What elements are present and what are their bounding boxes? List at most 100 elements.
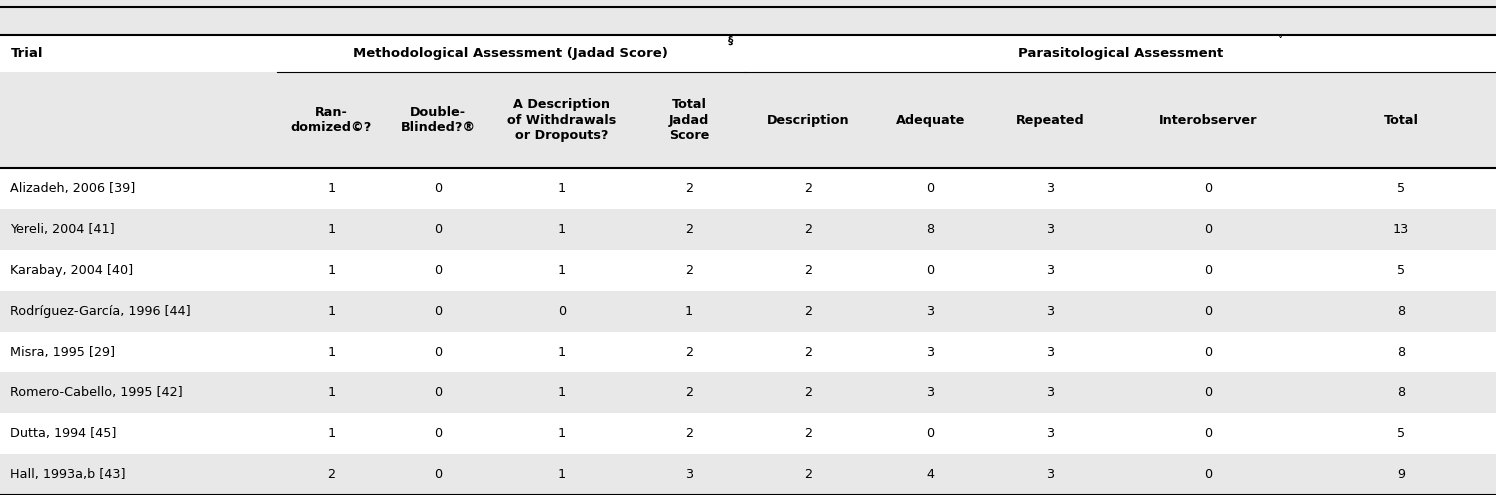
Text: 0: 0 bbox=[1204, 427, 1212, 440]
Text: 3: 3 bbox=[1046, 182, 1055, 195]
Text: 1: 1 bbox=[328, 305, 335, 318]
Text: 0: 0 bbox=[434, 305, 443, 318]
Text: A Description
of Withdrawals
or Dropouts?: A Description of Withdrawals or Dropouts… bbox=[507, 98, 616, 142]
Text: 0: 0 bbox=[434, 387, 443, 399]
Bar bbox=[0, 250, 1496, 291]
Text: 8: 8 bbox=[1397, 305, 1405, 318]
Text: 0: 0 bbox=[434, 427, 443, 440]
Text: 0: 0 bbox=[434, 468, 443, 481]
Text: 0: 0 bbox=[434, 264, 443, 277]
Text: 2: 2 bbox=[685, 346, 693, 358]
Text: 5: 5 bbox=[1397, 264, 1405, 277]
Text: 0: 0 bbox=[926, 427, 935, 440]
Text: 3: 3 bbox=[1046, 427, 1055, 440]
Text: 2: 2 bbox=[803, 264, 812, 277]
Text: 1: 1 bbox=[558, 387, 565, 399]
Text: 5: 5 bbox=[1397, 182, 1405, 195]
Text: 0: 0 bbox=[434, 182, 443, 195]
Text: 2: 2 bbox=[685, 264, 693, 277]
Text: 2: 2 bbox=[685, 427, 693, 440]
Text: 13: 13 bbox=[1393, 223, 1409, 236]
Text: 2: 2 bbox=[803, 427, 812, 440]
Text: 0: 0 bbox=[1204, 264, 1212, 277]
Text: 1: 1 bbox=[328, 223, 335, 236]
Text: 1: 1 bbox=[328, 346, 335, 358]
Text: Repeated: Repeated bbox=[1016, 113, 1085, 127]
Text: 0: 0 bbox=[1204, 223, 1212, 236]
Text: 0: 0 bbox=[1204, 305, 1212, 318]
Text: 2: 2 bbox=[803, 387, 812, 399]
Text: 0: 0 bbox=[434, 223, 443, 236]
Text: 3: 3 bbox=[926, 387, 935, 399]
Bar bbox=[0, 454, 1496, 495]
Text: Methodological Assessment (Jadad Score): Methodological Assessment (Jadad Score) bbox=[353, 47, 669, 60]
Text: 1: 1 bbox=[558, 346, 565, 358]
Text: 0: 0 bbox=[926, 182, 935, 195]
Text: 0: 0 bbox=[926, 264, 935, 277]
Text: 0: 0 bbox=[558, 305, 565, 318]
Text: Ran-
domized©?: Ran- domized©? bbox=[290, 106, 373, 134]
Bar bbox=[0, 35, 1496, 72]
Text: 3: 3 bbox=[926, 346, 935, 358]
Text: Parasitological Assessment: Parasitological Assessment bbox=[1017, 47, 1224, 60]
Bar bbox=[0, 168, 1496, 209]
Text: 3: 3 bbox=[1046, 346, 1055, 358]
Text: 0: 0 bbox=[1204, 468, 1212, 481]
Text: 1: 1 bbox=[558, 468, 565, 481]
Text: 1: 1 bbox=[558, 427, 565, 440]
Text: 2: 2 bbox=[803, 305, 812, 318]
Text: Hall, 1993a,b [43]: Hall, 1993a,b [43] bbox=[10, 468, 126, 481]
Text: 8: 8 bbox=[1397, 346, 1405, 358]
Text: 8: 8 bbox=[1397, 387, 1405, 399]
Text: 0: 0 bbox=[1204, 182, 1212, 195]
Text: 1: 1 bbox=[328, 387, 335, 399]
Bar bbox=[0, 72, 1496, 168]
Text: 2: 2 bbox=[803, 346, 812, 358]
Text: Interobserver: Interobserver bbox=[1159, 113, 1257, 127]
Text: 3: 3 bbox=[685, 468, 693, 481]
Text: Rodríguez-García, 1996 [44]: Rodríguez-García, 1996 [44] bbox=[10, 305, 191, 318]
Text: 8: 8 bbox=[926, 223, 935, 236]
Text: 1: 1 bbox=[558, 223, 565, 236]
Text: 4: 4 bbox=[926, 468, 935, 481]
Bar bbox=[0, 291, 1496, 332]
Bar bbox=[0, 0, 1496, 35]
Text: 3: 3 bbox=[1046, 468, 1055, 481]
Text: 2: 2 bbox=[685, 182, 693, 195]
Text: 3: 3 bbox=[1046, 264, 1055, 277]
Text: 0: 0 bbox=[434, 346, 443, 358]
Text: 2: 2 bbox=[685, 223, 693, 236]
Text: Description: Description bbox=[766, 113, 850, 127]
Bar bbox=[0, 413, 1496, 454]
Bar bbox=[0, 209, 1496, 250]
Text: Trial: Trial bbox=[10, 47, 43, 60]
Text: 3: 3 bbox=[1046, 305, 1055, 318]
Text: 1: 1 bbox=[328, 182, 335, 195]
Text: 2: 2 bbox=[685, 387, 693, 399]
Text: Adequate: Adequate bbox=[896, 113, 965, 127]
Text: Yereli, 2004 [41]: Yereli, 2004 [41] bbox=[10, 223, 115, 236]
Text: Karabay, 2004 [40]: Karabay, 2004 [40] bbox=[10, 264, 133, 277]
Bar bbox=[0, 373, 1496, 413]
Text: 0: 0 bbox=[1204, 387, 1212, 399]
Text: Total
Jadad
Score: Total Jadad Score bbox=[669, 98, 709, 142]
Text: 3: 3 bbox=[1046, 387, 1055, 399]
Text: 1: 1 bbox=[328, 427, 335, 440]
Text: 3: 3 bbox=[926, 305, 935, 318]
Text: 1: 1 bbox=[328, 264, 335, 277]
Text: Alizadeh, 2006 [39]: Alizadeh, 2006 [39] bbox=[10, 182, 136, 195]
Text: 3: 3 bbox=[1046, 223, 1055, 236]
Text: 2: 2 bbox=[803, 223, 812, 236]
Text: 2: 2 bbox=[328, 468, 335, 481]
Text: 1: 1 bbox=[558, 182, 565, 195]
Text: 0: 0 bbox=[1204, 346, 1212, 358]
Text: §: § bbox=[729, 36, 733, 46]
Text: 2: 2 bbox=[803, 182, 812, 195]
Bar bbox=[0, 332, 1496, 372]
Text: 2: 2 bbox=[803, 468, 812, 481]
Text: Misra, 1995 [29]: Misra, 1995 [29] bbox=[10, 346, 115, 358]
Text: 1: 1 bbox=[558, 264, 565, 277]
Text: Double-
Blinded?®: Double- Blinded?® bbox=[401, 106, 476, 134]
Text: 5: 5 bbox=[1397, 427, 1405, 440]
Text: Romero-Cabello, 1995 [42]: Romero-Cabello, 1995 [42] bbox=[10, 387, 183, 399]
